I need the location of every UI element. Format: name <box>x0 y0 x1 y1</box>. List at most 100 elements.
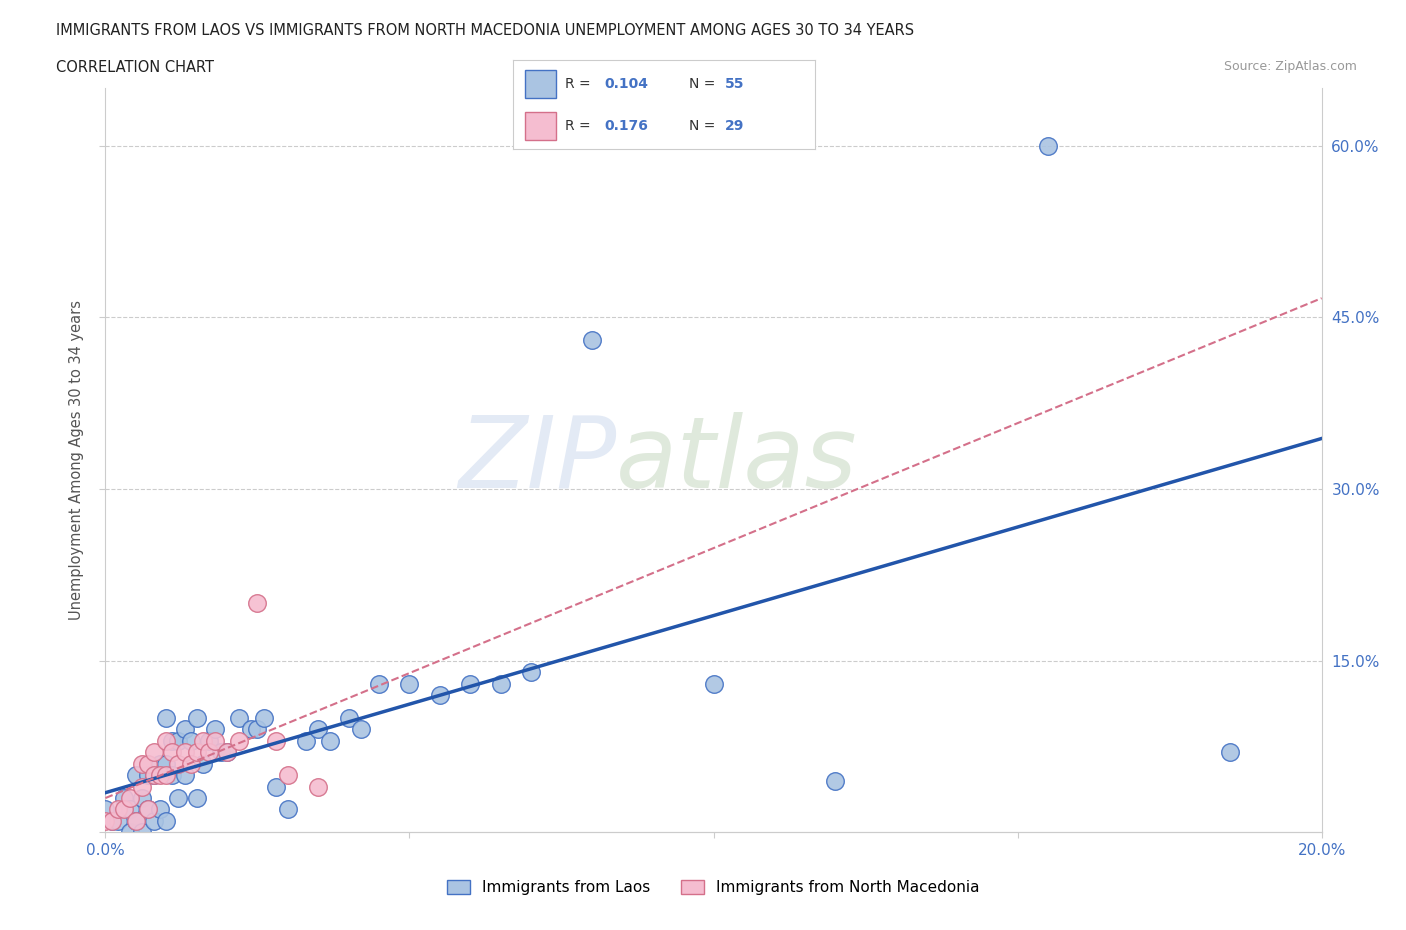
Point <box>264 779 287 794</box>
Point <box>173 722 195 737</box>
Point <box>131 779 153 794</box>
Point <box>217 745 239 760</box>
Point <box>131 825 153 840</box>
Point <box>149 756 172 771</box>
Text: N =: N = <box>689 77 714 91</box>
Point <box>143 745 166 760</box>
Point <box>458 676 481 691</box>
Text: IMMIGRANTS FROM LAOS VS IMMIGRANTS FROM NORTH MACEDONIA UNEMPLOYMENT AMONG AGES : IMMIGRANTS FROM LAOS VS IMMIGRANTS FROM … <box>56 23 914 38</box>
Legend: Immigrants from Laos, Immigrants from North Macedonia: Immigrants from Laos, Immigrants from No… <box>447 881 980 896</box>
Point <box>131 790 153 805</box>
Point <box>173 745 195 760</box>
Text: R =: R = <box>565 77 591 91</box>
Point <box>143 767 166 782</box>
Text: CORRELATION CHART: CORRELATION CHART <box>56 60 214 75</box>
Point <box>581 333 603 348</box>
Text: 0.176: 0.176 <box>605 119 648 133</box>
Point <box>217 745 239 760</box>
Point <box>246 596 269 611</box>
Point <box>118 790 141 805</box>
Point <box>112 802 135 817</box>
Point <box>112 790 135 805</box>
Point <box>180 734 202 749</box>
Point <box>824 774 846 789</box>
Point <box>125 814 148 829</box>
Point <box>167 790 190 805</box>
Text: R =: R = <box>565 119 591 133</box>
Point <box>94 802 117 817</box>
Point <box>131 756 153 771</box>
Point <box>107 802 129 817</box>
Point <box>100 814 122 829</box>
Point <box>118 825 141 840</box>
Point <box>246 722 269 737</box>
Point <box>149 802 172 817</box>
Point <box>1219 745 1241 760</box>
Point <box>204 734 226 749</box>
Point <box>198 745 221 760</box>
Point <box>228 734 250 749</box>
Point <box>209 745 232 760</box>
Point <box>319 734 342 749</box>
Point <box>118 802 141 817</box>
Point <box>136 767 159 782</box>
Text: 0.104: 0.104 <box>605 77 648 91</box>
Point <box>162 745 184 760</box>
Point <box>136 756 159 771</box>
Point <box>307 779 329 794</box>
Point <box>162 767 184 782</box>
Point <box>191 734 214 749</box>
Point <box>100 814 122 829</box>
Point <box>191 756 214 771</box>
Point <box>186 711 208 725</box>
Point <box>277 767 299 782</box>
Point <box>307 722 329 737</box>
Text: 55: 55 <box>725 77 744 91</box>
Point <box>143 814 166 829</box>
Point <box>94 814 117 829</box>
Point <box>489 676 512 691</box>
Point <box>143 767 166 782</box>
Point <box>125 767 148 782</box>
Point <box>136 802 159 817</box>
Point <box>277 802 299 817</box>
Point <box>1036 139 1059 153</box>
Point <box>173 767 195 782</box>
Y-axis label: Unemployment Among Ages 30 to 34 years: Unemployment Among Ages 30 to 34 years <box>69 300 84 620</box>
Point <box>252 711 274 725</box>
Point <box>186 745 208 760</box>
Point <box>155 767 177 782</box>
FancyBboxPatch shape <box>526 112 555 140</box>
Point <box>350 722 373 737</box>
Point <box>198 734 221 749</box>
Point <box>167 756 190 771</box>
Point <box>155 734 177 749</box>
Text: ZIP: ZIP <box>458 412 616 509</box>
Text: 29: 29 <box>725 119 744 133</box>
Point <box>149 767 172 782</box>
Text: Source: ZipAtlas.com: Source: ZipAtlas.com <box>1223 60 1357 73</box>
Point <box>204 722 226 737</box>
Point <box>295 734 318 749</box>
Text: N =: N = <box>689 119 714 133</box>
Point <box>167 734 190 749</box>
Point <box>520 665 543 680</box>
Point <box>240 722 263 737</box>
Text: atlas: atlas <box>616 412 858 509</box>
Point <box>228 711 250 725</box>
Point <box>264 734 287 749</box>
Point <box>368 676 391 691</box>
Point <box>337 711 360 725</box>
Point <box>155 711 177 725</box>
Point <box>107 814 129 829</box>
Point <box>186 790 208 805</box>
Point <box>702 676 725 691</box>
Point <box>162 734 184 749</box>
Point <box>180 756 202 771</box>
Point <box>429 687 451 702</box>
FancyBboxPatch shape <box>526 70 555 99</box>
Point <box>398 676 420 691</box>
Point <box>125 814 148 829</box>
Point <box>155 814 177 829</box>
Point <box>136 802 159 817</box>
